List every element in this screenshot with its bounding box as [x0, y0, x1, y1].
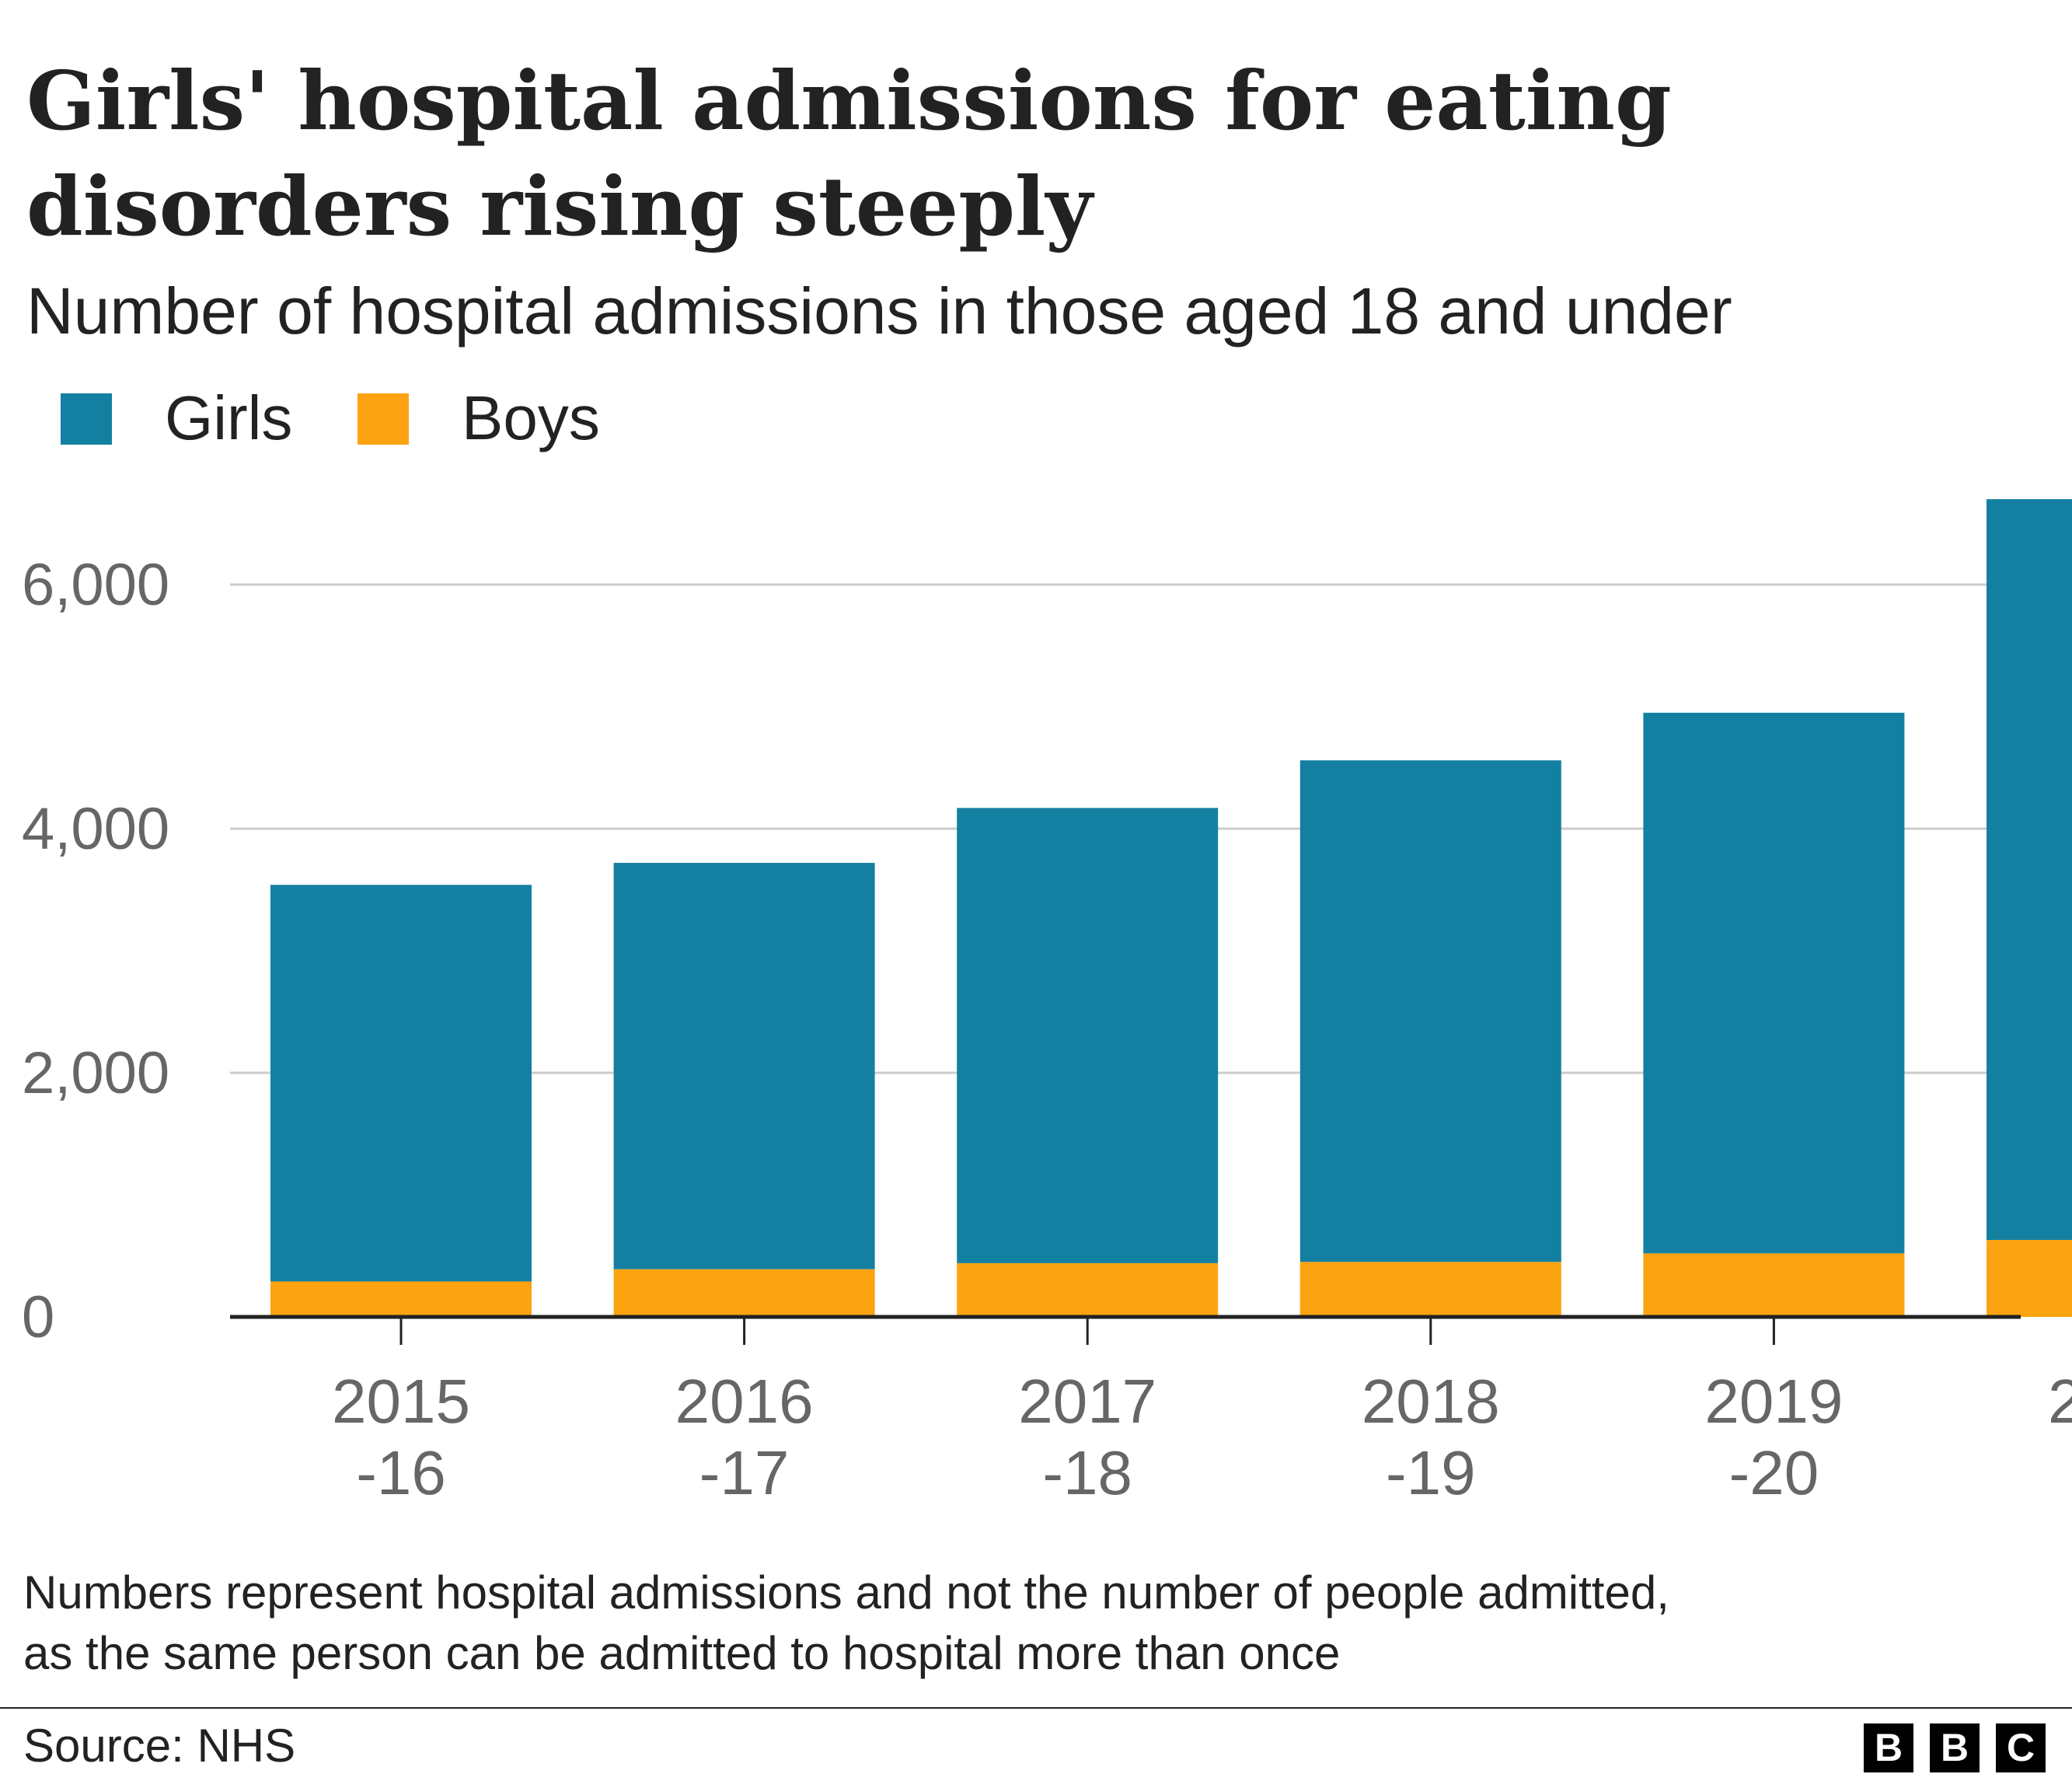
x-tick-label-2016: 2016 — [675, 1367, 814, 1436]
legend-label-girls: Girls — [165, 383, 293, 452]
source-label: Source: NHS — [23, 1720, 296, 1772]
x-tick-label-2020: 2020 — [2048, 1367, 2072, 1436]
bar-boys-2018 — [1299, 1262, 1561, 1317]
x-tick-sublabel--20: -20 — [1729, 1438, 1819, 1507]
x-tick-label-2015: 2015 — [332, 1367, 470, 1436]
chart-title: Girls' hospital admissions for eating di… — [26, 53, 1672, 254]
bar-girls-2019 — [1643, 712, 1905, 1254]
footnote: Numbers represent hospital admissions an… — [23, 1563, 2044, 1684]
bar-boys-2020 — [1987, 1240, 2072, 1317]
x-tick-label-2018: 2018 — [1362, 1367, 1500, 1436]
bbc-logo: B B C — [1864, 1723, 2046, 1772]
x-tick-label-2019: 2019 — [1704, 1367, 1843, 1436]
bar-chart: 0 2,000 4,000 6,000 2015-16 2016-17 2017-18 201… — [22, 499, 2072, 1507]
bar-girls-2018 — [1299, 760, 1561, 1262]
bar-girls-2015 — [270, 885, 532, 1282]
logo-block-c: C — [1996, 1723, 2046, 1772]
y-tick-label-3: 6,000 — [22, 552, 169, 618]
footnote-line-2: as the same person can be admitted to ho… — [23, 1627, 1341, 1679]
legend-label-boys: Boys — [462, 383, 600, 452]
legend-swatch-girls — [61, 393, 112, 445]
chart-subtitle: Number of hospital admissions in those a… — [26, 274, 1732, 347]
x-tick-sublabel--19: -19 — [1386, 1438, 1476, 1507]
bar-boys-2019 — [1643, 1253, 1905, 1317]
bar-girls-2020 — [1987, 499, 2072, 1241]
logo-block-b2: B — [1930, 1723, 1980, 1772]
x-tick-sublabel--17: -17 — [699, 1438, 790, 1507]
bar-boys-2017 — [957, 1262, 1219, 1317]
y-tick-label-2: 4,000 — [22, 796, 169, 862]
bar-girls-2017 — [957, 808, 1219, 1263]
x-tick-sublabel--16: -16 — [356, 1438, 446, 1507]
footer-divider — [0, 1707, 2072, 1709]
bar-girls-2016 — [613, 862, 875, 1269]
bar-boys-2016 — [613, 1269, 875, 1317]
y-tick-label-0: 0 — [22, 1284, 54, 1350]
bar-boys-2015 — [270, 1281, 532, 1317]
y-tick-label-1: 2,000 — [22, 1040, 169, 1106]
logo-block-b1: B — [1864, 1723, 1913, 1772]
footnote-line-1: Numbers represent hospital admissions an… — [23, 1566, 1669, 1619]
x-tick-sublabel--18: -18 — [1042, 1438, 1132, 1507]
legend-swatch-boys — [358, 393, 409, 445]
x-tick-label-2017: 2017 — [1018, 1367, 1156, 1436]
